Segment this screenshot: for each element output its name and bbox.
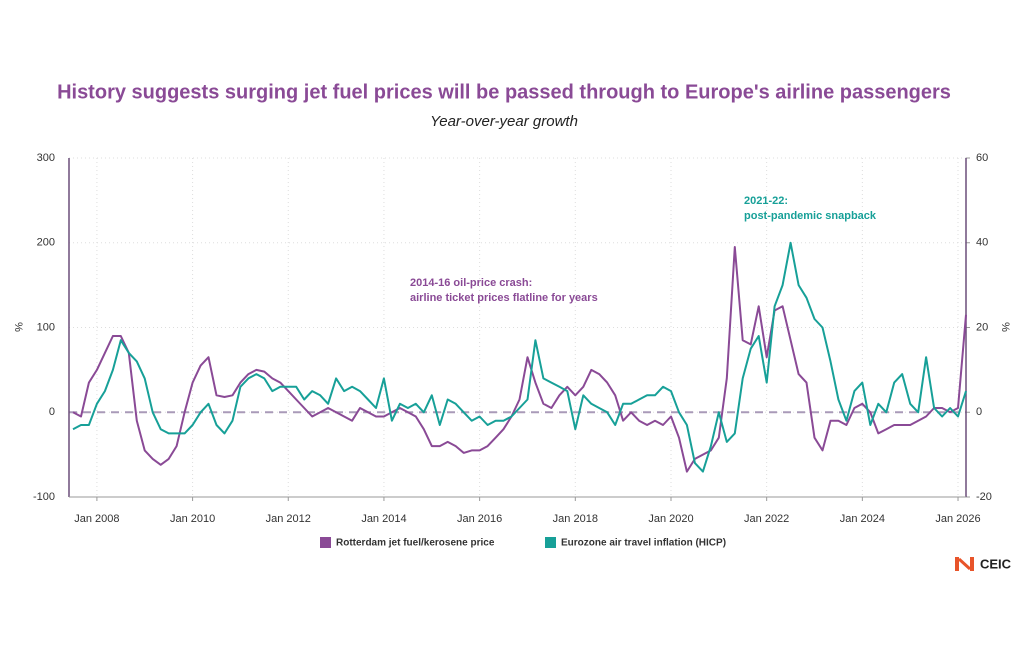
legend-label: Rotterdam jet fuel/kerosene price <box>336 538 495 549</box>
y-tick-label: 300 <box>37 152 55 164</box>
y-tick-label: 200 <box>37 237 55 249</box>
series-line <box>72 241 967 473</box>
series-line <box>72 246 967 473</box>
x-tick-label: Jan 2020 <box>648 513 693 525</box>
chart-title: History suggests surging jet fuel prices… <box>57 81 951 103</box>
logo-icon <box>970 557 974 571</box>
y2-tick-label: 20 <box>976 321 988 333</box>
y-axis-label: % <box>12 322 24 332</box>
logo-text: CEIC <box>980 556 1012 571</box>
y-tick-label: 0 <box>49 406 55 418</box>
legend-swatch <box>545 537 556 548</box>
x-tick-label: Jan 2026 <box>935 513 980 525</box>
legend-swatch <box>320 537 331 548</box>
logo: CEIC <box>955 556 1012 571</box>
legend-label: Eurozone air travel inflation (HICP) <box>561 538 726 549</box>
annotation: 2014-16 oil-price crash: <box>410 277 532 289</box>
y2-tick-label: 60 <box>976 152 988 164</box>
x-tick-label: Jan 2024 <box>840 513 885 525</box>
x-tick-label: Jan 2018 <box>553 513 598 525</box>
logo-icon <box>957 557 972 571</box>
x-tick-label: Jan 2008 <box>74 513 119 525</box>
y2-tick-label: 0 <box>976 406 982 418</box>
x-tick-label: Jan 2012 <box>266 513 311 525</box>
x-tick-label: Jan 2014 <box>361 513 406 525</box>
chart-subtitle: Year-over-year growth <box>430 113 578 130</box>
y-tick-label: -100 <box>33 491 55 503</box>
x-tick-label: Jan 2016 <box>457 513 502 525</box>
annotation: post-pandemic snapback <box>744 210 877 222</box>
annotation: airline ticket prices flatline for years <box>410 292 598 304</box>
annotation: 2021-22: <box>744 195 788 207</box>
y-tick-label: 100 <box>37 321 55 333</box>
logo-icon <box>955 557 959 571</box>
y2-tick-label: -20 <box>976 491 992 503</box>
y2-axis-label: % <box>999 322 1011 332</box>
y2-tick-label: 40 <box>976 237 988 249</box>
x-tick-label: Jan 2022 <box>744 513 789 525</box>
x-tick-label: Jan 2010 <box>170 513 215 525</box>
